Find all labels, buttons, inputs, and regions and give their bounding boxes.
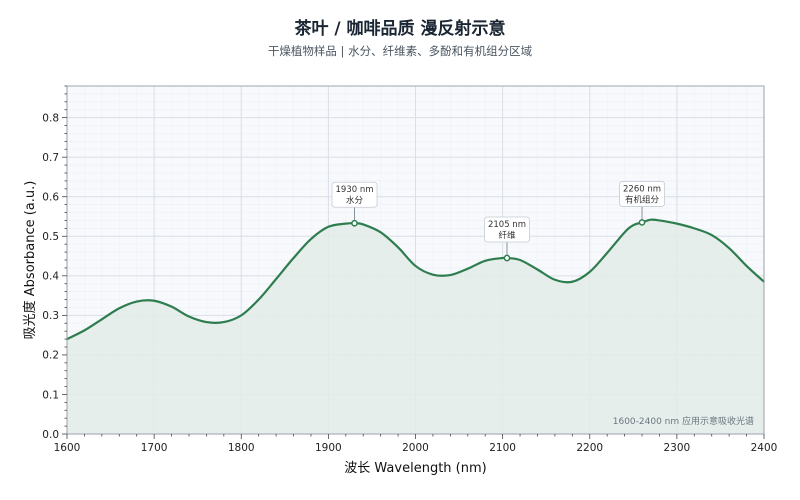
- annotation-box: [331, 181, 378, 208]
- annotation-box: [484, 216, 530, 243]
- x-axis-title: 波长 Wavelength (nm): [344, 461, 486, 476]
- x-tick-label: 1600: [54, 442, 81, 454]
- x-tick-label: 2300: [664, 442, 691, 454]
- annotation-component: 水分: [346, 195, 364, 206]
- y-tick-label: 0.1: [42, 389, 59, 401]
- y-tick-label: 0.5: [42, 231, 59, 243]
- x-tick-label: 2200: [576, 442, 603, 454]
- peak-marker: [351, 219, 358, 227]
- y-tick-label: 0.7: [42, 152, 59, 164]
- peak-marker: [503, 254, 511, 262]
- spectrum-note: 1600-2400 nm 应用示意吸收光谱: [613, 415, 754, 427]
- y-axis-title: 吸光度 Absorbance (a.u.): [22, 181, 38, 340]
- annotation-wavelength: 2260 nm: [623, 184, 661, 194]
- y-tick-label: 0.8: [42, 112, 59, 124]
- absorbance-curve: [66, 218, 765, 341]
- chart-subtitle: 干燥植物样品 | 水分、纤维素、多酚和有机组分区域: [267, 44, 533, 58]
- annotation-wavelength: 1930 nm: [336, 185, 374, 195]
- annotation-wavelength: 2105 nm: [488, 220, 526, 230]
- annotation-box: [619, 181, 665, 207]
- annotation-component: 有机组分: [625, 194, 660, 205]
- x-axis: 1600 1700 1800 1900 2000 2100 2200 2300 2400: [54, 434, 778, 454]
- y-tick-label: 0.4: [42, 271, 59, 283]
- y-tick-label: 0.2: [42, 350, 59, 362]
- y-axis: 0.0 0.1 0.2 0.3 0.4 0.5 0.6 0.7 0.8: [42, 85, 67, 441]
- x-tick-label: 2100: [489, 442, 516, 454]
- annotation-component: 纤维: [498, 230, 516, 241]
- peak-marker: [638, 219, 646, 226]
- x-tick-label: 1700: [141, 442, 168, 454]
- y-tick-label: 0.3: [42, 310, 59, 322]
- y-tick-label: 0.6: [42, 192, 59, 204]
- x-tick-label: 2000: [402, 442, 429, 454]
- x-tick-label: 1900: [315, 442, 342, 454]
- chart-title: 茶叶 / 咖啡品质 漫反射示意: [294, 19, 506, 39]
- y-tick-label: 0.0: [42, 429, 59, 441]
- x-tick-label: 2400: [751, 442, 778, 454]
- x-tick-label: 1800: [228, 442, 255, 454]
